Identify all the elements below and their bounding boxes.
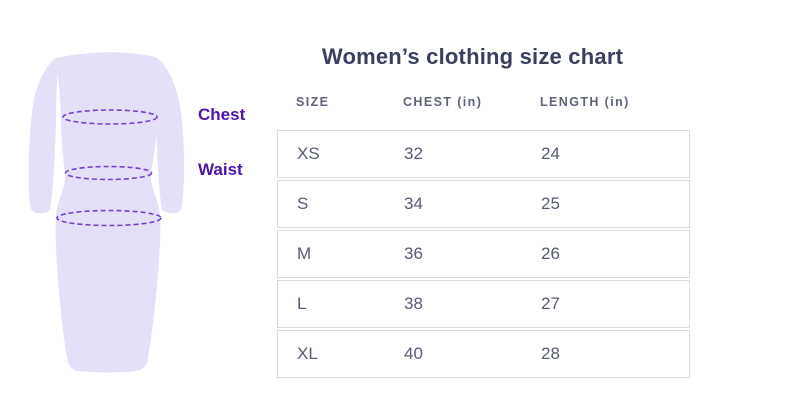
page-title: Women’s clothing size chart (321, 44, 624, 69)
size-table-body: XS 32 24 S 34 25 M 36 26 L 38 27 XL 40 (277, 130, 690, 380)
length-cell: 26 (541, 244, 560, 263)
length-cell: 28 (541, 344, 560, 363)
table-header-row: SIZE CHEST (in) LENGTH (in) (277, 95, 689, 109)
size-cell: XL (297, 344, 318, 363)
waist-measure-line (64, 165, 153, 181)
dress-illustration: Chest Waist (0, 0, 270, 405)
chest-measure-line (62, 109, 158, 125)
dress-left-sleeve (28, 58, 58, 214)
size-cell: M (297, 244, 312, 263)
chest-cell: 38 (404, 294, 423, 313)
table-row: S 34 25 (277, 180, 690, 228)
size-cell: L (297, 294, 307, 313)
chest-cell: 40 (404, 344, 423, 363)
column-header-chest: CHEST (in) (403, 95, 483, 109)
size-cell: XS (297, 144, 320, 163)
table-row: XL 40 28 (277, 330, 690, 378)
table-row: XS 32 24 (277, 130, 690, 178)
column-header-size: SIZE (296, 95, 330, 109)
column-header-length: LENGTH (in) (540, 95, 630, 109)
table-row: M 36 26 (277, 230, 690, 278)
length-cell: 24 (541, 144, 560, 163)
dress-svg (28, 52, 185, 373)
hip-measure-line (56, 209, 162, 227)
size-table-panel: Women’s clothing size chart SIZE CHEST (… (277, 0, 690, 405)
dress-right-sleeve (154, 57, 185, 214)
size-cell: S (297, 194, 309, 213)
table-row: L 38 27 (277, 280, 690, 328)
chest-cell: 34 (404, 194, 423, 213)
waist-label: Waist (198, 160, 243, 179)
chest-cell: 36 (404, 244, 423, 263)
chest-cell: 32 (404, 144, 423, 163)
length-cell: 27 (541, 294, 560, 313)
chest-label: Chest (198, 105, 246, 124)
length-cell: 25 (541, 194, 560, 213)
dress-body-shape (55, 52, 161, 373)
